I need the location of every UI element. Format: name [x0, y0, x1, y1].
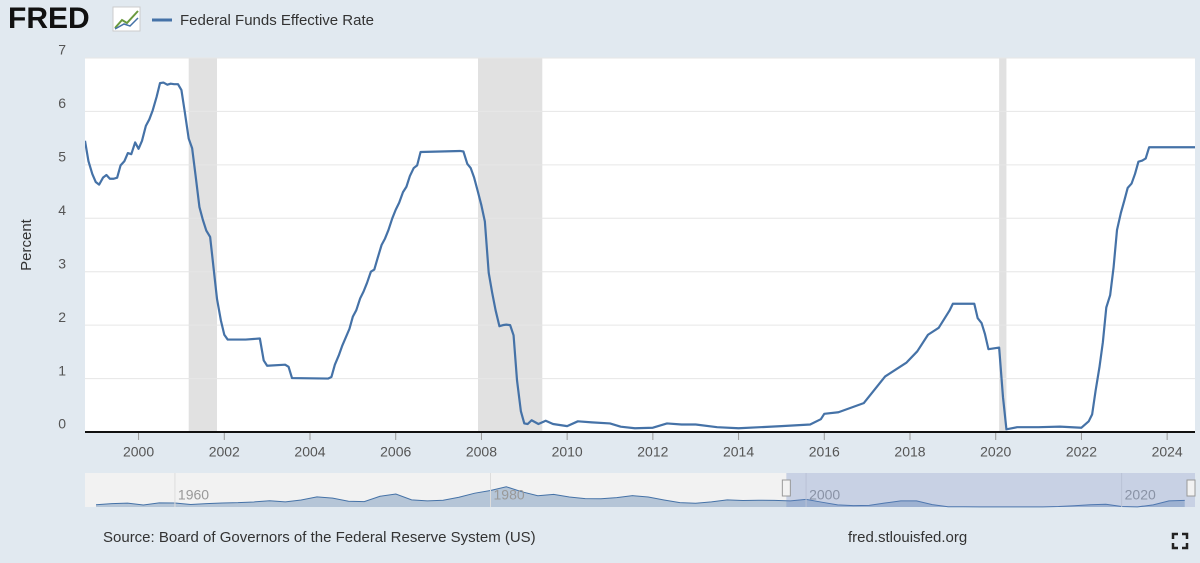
- navigator-area: [96, 486, 1185, 507]
- y-axis-title: Percent: [18, 218, 35, 271]
- fullscreen-icon[interactable]: [1171, 532, 1189, 550]
- x-tick-label: 2002: [209, 444, 240, 460]
- x-tick-label: 2022: [1066, 444, 1097, 460]
- x-tick-label: 2006: [380, 444, 411, 460]
- recession-band: [188, 58, 217, 432]
- source: Source: Board of Governors of the Federa…: [103, 529, 536, 546]
- x-tick-label: 2016: [809, 444, 840, 460]
- navigator-tick-label: 1960: [178, 487, 209, 503]
- x-tick-label: 2024: [1152, 444, 1183, 460]
- x-tick-label: 2014: [723, 444, 754, 460]
- x-tick-label: 2020: [980, 444, 1011, 460]
- y-tick-label: 0: [58, 416, 66, 432]
- y-tick-label: 6: [58, 95, 66, 111]
- x-tick-label: 2008: [466, 444, 497, 460]
- y-tick-label: 7: [58, 42, 66, 58]
- navigator-tick-label: 2000: [809, 487, 840, 503]
- navigator-handle[interactable]: [1186, 479, 1196, 497]
- logo: FRED: [8, 2, 90, 35]
- navigator-handle[interactable]: [781, 479, 791, 497]
- navigator-selection: [786, 473, 1195, 507]
- y-tick-label: 1: [58, 362, 66, 378]
- logo-icon: [112, 6, 141, 32]
- x-tick-label: 2000: [123, 444, 154, 460]
- x-tick-label: 2012: [637, 444, 668, 460]
- navigator-line: [96, 486, 1185, 508]
- navigator-tick-label: 2020: [1125, 487, 1156, 503]
- navigator-track: [85, 473, 1195, 507]
- recession-band: [478, 58, 543, 432]
- x-tick-label: 2010: [552, 444, 583, 460]
- x-tick-label: 2004: [294, 444, 325, 460]
- y-tick-label: 3: [58, 255, 66, 271]
- x-tick-label: 2018: [894, 444, 925, 460]
- recession-band: [999, 58, 1007, 432]
- y-tick-label: 4: [58, 202, 66, 218]
- series-line: [85, 81, 1195, 431]
- y-tick-label: 2: [58, 309, 66, 325]
- plot-area: [85, 58, 1195, 432]
- site-link[interactable]: fred.stlouisfed.org: [848, 529, 967, 546]
- legend-label: Federal Funds Effective Rate: [180, 12, 374, 29]
- navigator-tick-label: 1980: [494, 487, 525, 503]
- y-tick-label: 5: [58, 149, 66, 165]
